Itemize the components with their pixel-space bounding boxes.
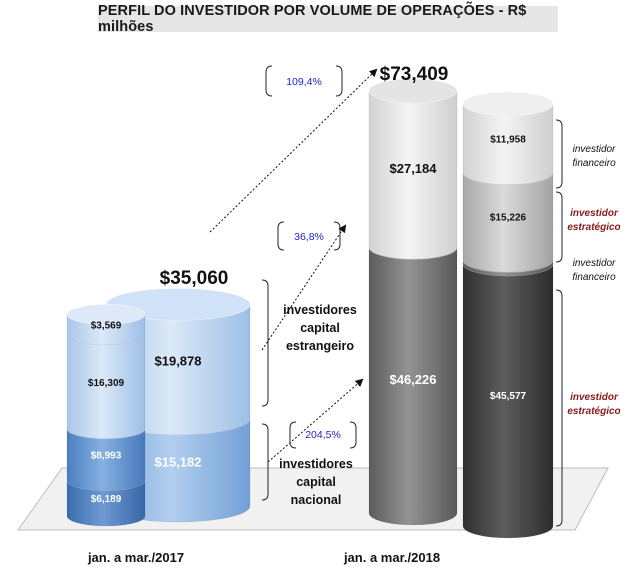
label-estrategico-bottom-2: estratégico bbox=[567, 406, 620, 417]
data-label-c2-s1: $6,189 bbox=[91, 494, 122, 505]
label-estrangeiro-3: estrangeiro bbox=[286, 339, 354, 353]
label-financeiro-mid-1: investidor bbox=[573, 258, 616, 269]
growth-arrow-total bbox=[209, 68, 378, 233]
category-label-2018: jan. a mar./2018 bbox=[343, 550, 440, 565]
label-nacional-2: capital bbox=[296, 475, 336, 489]
cylinders-layer: $15,182$19,878$6,189$8,993$16,309$3,569$… bbox=[66, 78, 554, 539]
growth-value-total: 109,4% bbox=[286, 76, 322, 88]
growth-arrow-estrangeiro bbox=[261, 224, 347, 351]
data-label-c4-s3: $15,226 bbox=[490, 212, 527, 223]
cylinder-2: $6,189 $8,993 $16,309 $3,569 bbox=[66, 304, 146, 527]
growth-value-estrangeiro: 36,8% bbox=[294, 231, 324, 243]
data-label-c1-s1: $15,182 bbox=[155, 454, 202, 469]
cylinder-4: $45,577$648$15,226$11,958 bbox=[462, 91, 554, 539]
total-2018: $73,409 bbox=[380, 64, 449, 85]
label-estrategico-top-1: investidor bbox=[570, 208, 619, 219]
growth-arrow-nacional bbox=[267, 378, 364, 463]
growth-label-estrangeiro: 36,8% bbox=[277, 221, 341, 251]
data-label-c3-s2: $27,184 bbox=[390, 161, 438, 176]
label-nacional-1: investidores bbox=[279, 457, 353, 471]
label-nacional-3: nacional bbox=[291, 493, 342, 507]
total-2017: $35,060 bbox=[160, 268, 229, 289]
growth-label-nacional: 204,5% bbox=[289, 421, 357, 449]
data-label-c3-s1: $46,226 bbox=[390, 372, 437, 387]
data-label-c4-s4: $11,958 bbox=[490, 134, 526, 145]
cylinder-3-segment-2-cap bbox=[368, 78, 458, 104]
label-estrategico-bottom-1: investidor bbox=[570, 392, 619, 403]
label-financeiro-top-1: investidor bbox=[573, 144, 616, 155]
bracket-nacional bbox=[261, 423, 269, 501]
chart-title-box: PERFIL DO INVESTIDOR POR VOLUME DE OPERA… bbox=[98, 3, 558, 35]
growth-value-nacional: 204,5% bbox=[305, 429, 341, 441]
category-label-2017: jan. a mar./2017 bbox=[87, 550, 184, 565]
cylinder-3: $46,226 $27,184 bbox=[368, 78, 458, 526]
data-label-c1-s2: $19,878 bbox=[155, 354, 202, 369]
label-estrangeiro-2: capital bbox=[300, 321, 340, 335]
data-label-c2-s2: $8,993 bbox=[91, 451, 122, 462]
bracket-estrategico-top bbox=[555, 191, 563, 263]
data-label-c2-s4: $3,569 bbox=[91, 321, 122, 332]
cylinder-4-segment-4-cap bbox=[462, 91, 554, 117]
label-financeiro-top-2: financeiro bbox=[572, 158, 616, 169]
growth-label-total: 109,4% bbox=[265, 65, 343, 97]
cylinder-2-segment-4-cap bbox=[66, 304, 146, 325]
chart-title: PERFIL DO INVESTIDOR POR VOLUME DE OPERA… bbox=[98, 3, 527, 35]
label-estrategico-top-2: estratégico bbox=[567, 222, 620, 233]
label-estrangeiro-1: investidores bbox=[283, 303, 357, 317]
bracket-estrangeiro bbox=[261, 279, 269, 407]
label-financeiro-mid-2: financeiro bbox=[572, 272, 616, 283]
data-label-c4-s1: $45,577 bbox=[490, 391, 527, 402]
bracket-financeiro-top bbox=[555, 119, 563, 189]
data-label-c2-s3: $16,309 bbox=[88, 378, 125, 389]
bracket-estrategico-bottom bbox=[555, 289, 563, 527]
